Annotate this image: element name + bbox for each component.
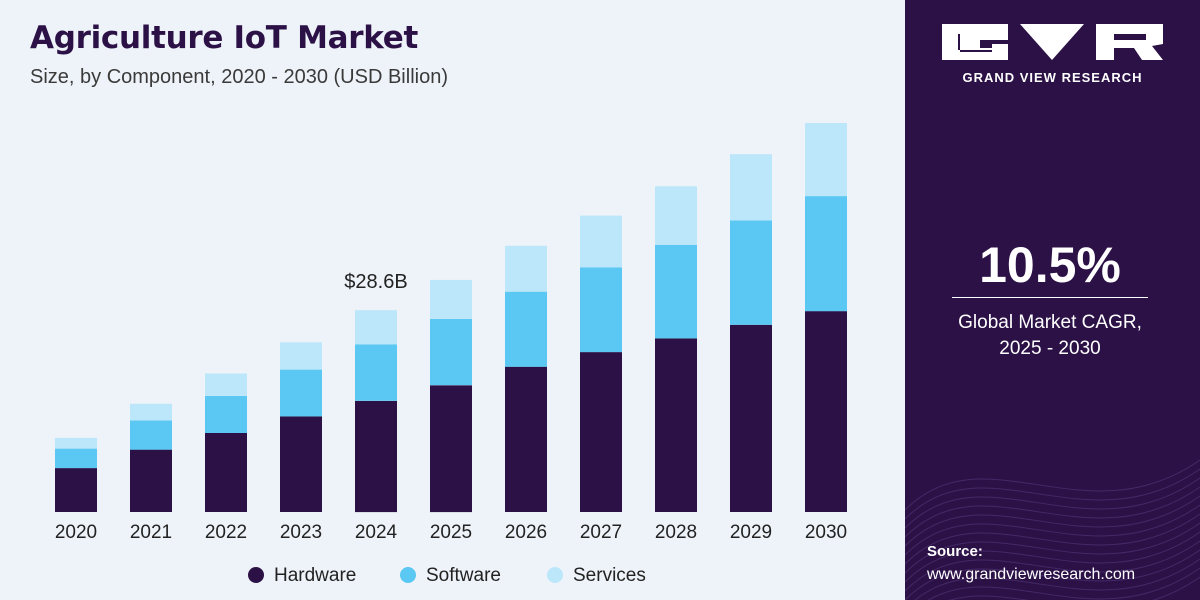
cagr-label: Global Market CAGR, 2025 - 2030 (935, 310, 1165, 362)
legend-label-software: Software (426, 565, 501, 586)
cagr-value: 10.5% (979, 237, 1121, 293)
bar-hardware-2027 (580, 352, 622, 512)
x-tick-label: 2030 (805, 522, 847, 543)
bar-software-2026 (505, 291, 547, 367)
bar-hardware-2020 (55, 468, 97, 512)
bar-services-2025 (430, 279, 472, 319)
bar-hardware-2029 (730, 324, 772, 512)
decorative-line (905, 549, 1200, 600)
decorative-lines (905, 459, 1200, 600)
decorative-line (905, 531, 1200, 583)
bar-services-2029 (730, 154, 772, 221)
decorative-line (905, 477, 1200, 529)
bar-hardware-2028 (655, 338, 697, 512)
bar-software-2028 (655, 244, 697, 339)
source-link[interactable]: www.grandviewresearch.com (927, 566, 1136, 583)
x-tick-label: 2029 (730, 522, 772, 543)
x-tick-label: 2028 (655, 522, 697, 543)
bar-software-2025 (430, 318, 472, 386)
bar-software-2023 (280, 369, 322, 417)
decorative-line (905, 468, 1200, 520)
bar-services-2028 (655, 186, 697, 245)
decorative-line (905, 522, 1200, 574)
bar-services-2023 (280, 342, 322, 370)
cagr-label-line2: 2025 - 2030 (999, 338, 1101, 359)
decorative-line (905, 504, 1200, 556)
cagr-label-line1: Global Market CAGR, (958, 312, 1142, 333)
x-tick-label: 2024 (355, 522, 398, 543)
decorative-line (905, 540, 1200, 592)
legend-label-services: Services (573, 565, 646, 586)
sidebar-panel: GRAND VIEW RESEARCH 10.5% Global Market … (905, 0, 1200, 600)
cagr-divider (952, 297, 1148, 298)
bar-software-2021 (130, 420, 172, 450)
x-tick-label: 2022 (205, 522, 247, 543)
x-tick-label: 2026 (505, 522, 547, 543)
bar-services-2022 (205, 373, 247, 396)
bar-services-2027 (580, 215, 622, 268)
grand-view-research-logo (942, 24, 1163, 60)
bar-software-2030 (805, 196, 847, 312)
bar-hardware-2021 (130, 449, 172, 512)
legend-marker-software (400, 567, 416, 583)
bar-hardware-2026 (505, 366, 547, 512)
legend-marker-hardware (248, 567, 264, 583)
chart-subtitle: Size, by Component, 2020 - 2030 (USD Bil… (30, 66, 448, 88)
bar-hardware-2030 (805, 311, 847, 512)
bar-software-2024 (355, 344, 397, 401)
chart-title: Agriculture IoT Market (30, 20, 419, 56)
bar-services-2026 (505, 245, 547, 292)
bar-software-2029 (730, 220, 772, 325)
stacked-bar-chart: 2020 2021 2022 2023 2024 $28.6B 2025 2026 2027 20… (55, 123, 847, 586)
bar-services-2024 (355, 310, 397, 345)
brand-name: GRAND VIEW RESEARCH (962, 70, 1143, 85)
source-label: Source: (927, 543, 983, 560)
value-annotation: $28.6B (344, 271, 407, 293)
bar-software-2020 (55, 448, 97, 469)
bar-software-2022 (205, 396, 247, 433)
x-tick-label: 2025 (430, 522, 472, 543)
bar-hardware-2022 (205, 433, 247, 512)
bar-hardware-2023 (280, 416, 322, 512)
decorative-line (927, 567, 1200, 600)
decorative-line (905, 486, 1200, 538)
chart-panel: Agriculture IoT Market Size, by Componen… (0, 0, 905, 600)
bar-hardware-2024 (355, 400, 397, 513)
x-tick-label: 2023 (280, 522, 322, 543)
decorative-line (905, 459, 1200, 511)
x-tick-label: 2020 (55, 522, 97, 543)
decorative-line (905, 495, 1200, 547)
legend-marker-services (547, 567, 563, 583)
x-tick-label: 2021 (130, 522, 172, 543)
bar-services-2021 (130, 403, 172, 421)
x-tick-label: 2027 (580, 522, 622, 543)
decorative-line (914, 558, 1200, 600)
bar-hardware-2025 (430, 385, 472, 513)
legend-label-hardware: Hardware (274, 565, 356, 586)
decorative-line (905, 513, 1200, 565)
bar-software-2027 (580, 267, 622, 353)
bar-services-2020 (55, 437, 97, 449)
bar-services-2030 (805, 123, 847, 197)
